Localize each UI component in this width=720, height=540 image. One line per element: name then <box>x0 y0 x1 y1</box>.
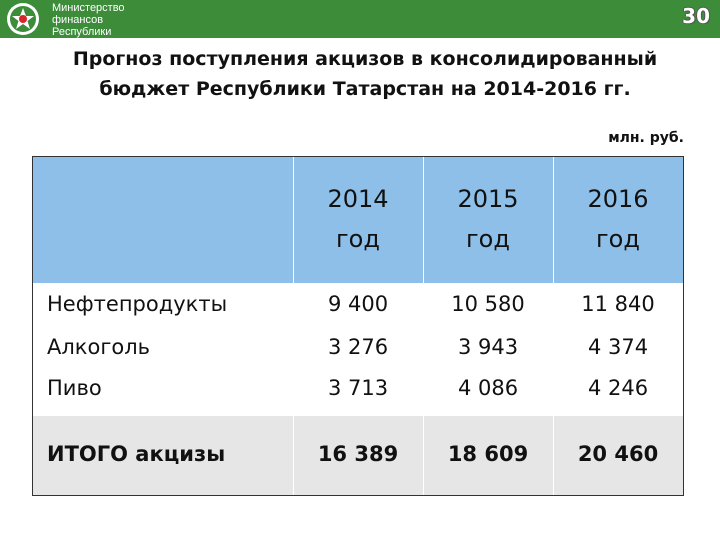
table-cell: 3 943 <box>457 335 519 359</box>
row-divider <box>33 283 683 284</box>
table-cell: 9 400 <box>327 292 389 316</box>
ministry-line-1: Министерство <box>52 2 125 14</box>
ministry-name: Министерство финансов Республики <box>52 2 152 38</box>
row-label-alcohol: Алкоголь <box>47 335 151 359</box>
slide-title: Прогноз поступления акцизов в консолидир… <box>20 44 710 104</box>
page-number: 30 <box>682 4 710 28</box>
row-label-total: ИТОГО акцизы <box>47 442 226 466</box>
units-label: млн. руб. <box>608 130 684 146</box>
column-divider <box>553 157 554 495</box>
total-cell: 20 460 <box>577 442 659 466</box>
column-year: 2016 <box>587 185 649 213</box>
column-suffix: год <box>336 225 380 253</box>
total-cell: 16 389 <box>317 442 399 466</box>
column-header-2015: 2015 год <box>424 179 552 259</box>
table-cell: 4 246 <box>587 376 649 400</box>
ministry-line-2: финансов <box>52 14 104 26</box>
column-suffix: год <box>466 225 510 253</box>
table-cell: 10 580 <box>451 292 525 316</box>
row-divider <box>33 415 683 416</box>
header-bar: Министерство финансов Республики 30 <box>0 0 720 38</box>
table-header-background <box>33 157 683 283</box>
ministry-line-3: Республики <box>52 26 112 38</box>
row-label-beer: Пиво <box>47 376 102 400</box>
table-cell: 11 840 <box>581 292 655 316</box>
total-row-background <box>33 415 683 495</box>
table-cell: 4 086 <box>457 376 519 400</box>
excise-table: 2014 год 2015 год 2016 год Нефтепродукты… <box>32 156 684 496</box>
title-line-1: Прогноз поступления акцизов в консолидир… <box>72 48 658 70</box>
column-divider <box>293 157 294 495</box>
column-year: 2015 <box>457 185 519 213</box>
total-cell: 18 609 <box>447 442 529 466</box>
column-divider <box>423 157 424 495</box>
column-year: 2014 <box>327 185 389 213</box>
column-header-2014: 2014 год <box>294 179 422 259</box>
tatarstan-emblem-icon <box>7 3 39 35</box>
title-line-2: бюджет Республики Татарстан на 2014-2016… <box>99 78 631 100</box>
table-cell: 3 713 <box>327 376 389 400</box>
row-label-petroleum: Нефтепродукты <box>47 292 228 316</box>
table-cell: 3 276 <box>327 335 389 359</box>
table-cell: 4 374 <box>587 335 649 359</box>
column-header-2016: 2016 год <box>554 179 682 259</box>
column-suffix: год <box>596 225 640 253</box>
